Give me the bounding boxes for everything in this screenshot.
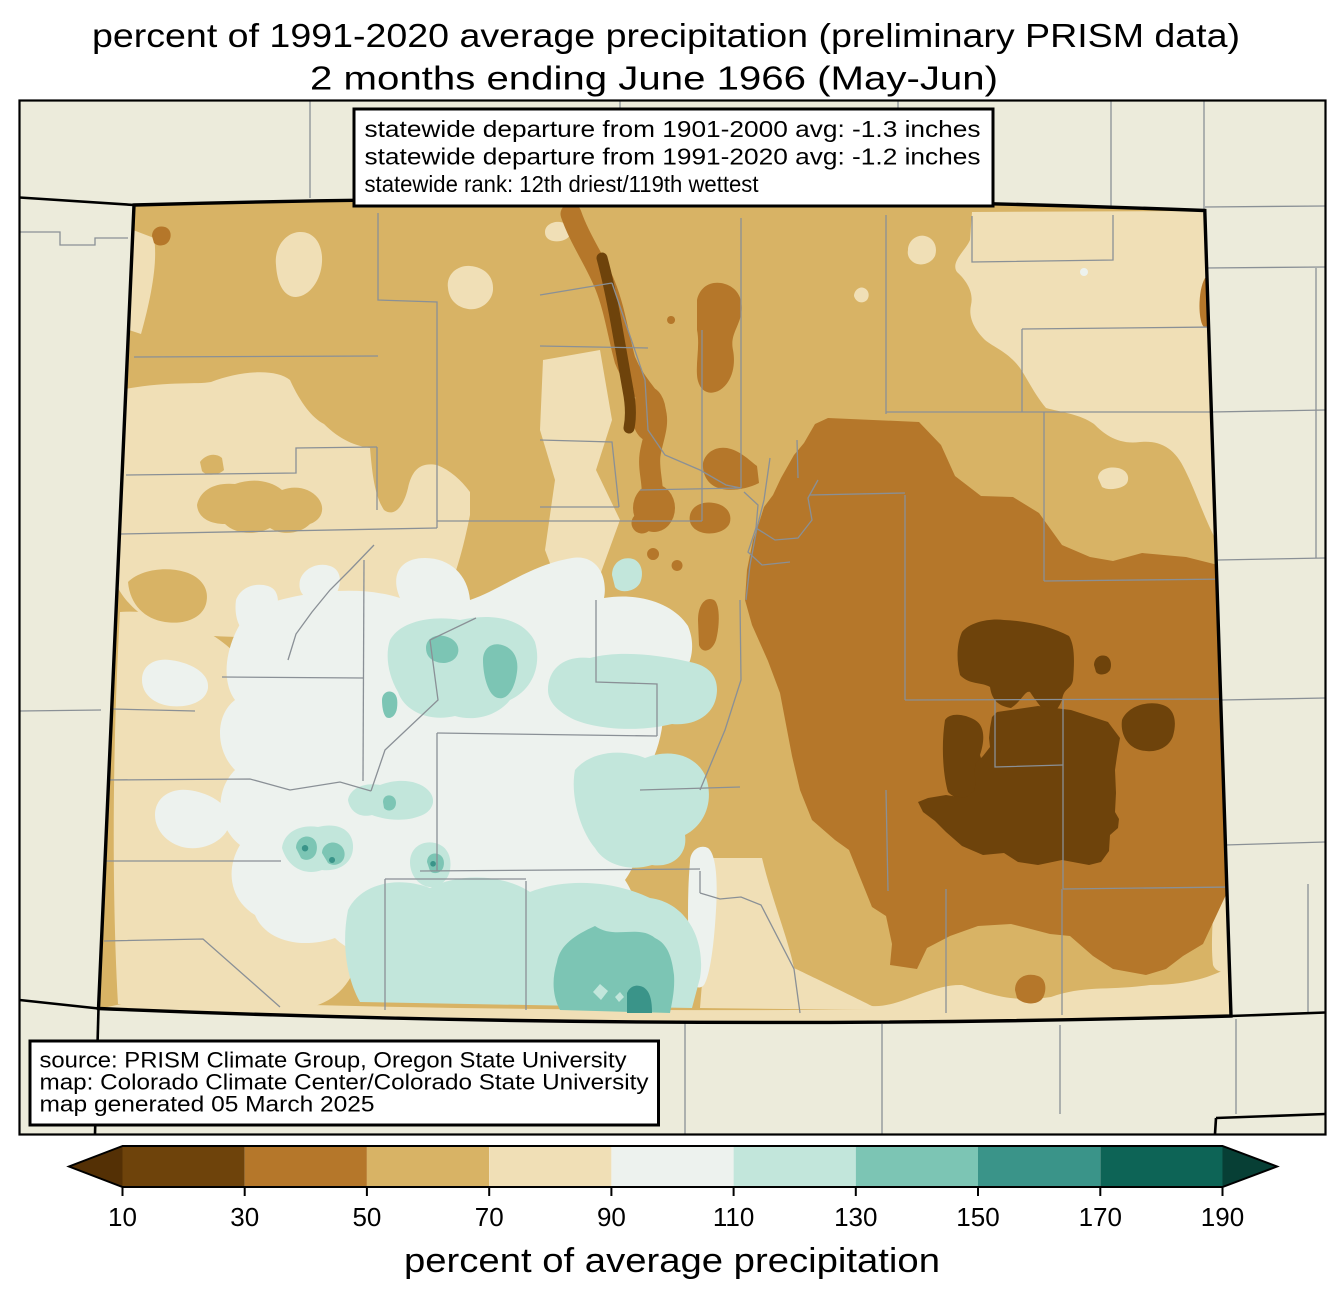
svg-text:map: Colorado Climate Center/C: map: Colorado Climate Center/Colorado St…: [40, 1070, 650, 1095]
svg-text:70: 70: [475, 1202, 504, 1232]
svg-text:170: 170: [1079, 1202, 1122, 1232]
svg-text:190: 190: [1201, 1202, 1244, 1232]
svg-text:10: 10: [108, 1202, 137, 1232]
svg-text:percent of 1991-2020 average p: percent of 1991-2020 average precipitati…: [92, 18, 1240, 55]
svg-text:map generated 05 March 2025: map generated 05 March 2025: [40, 1092, 375, 1117]
svg-text:source: PRISM Climate Group, O: source: PRISM Climate Group, Oregon Stat…: [40, 1048, 628, 1073]
svg-text:50: 50: [352, 1202, 381, 1232]
svg-text:2 months ending June 1966 (May: 2 months ending June 1966 (May-Jun): [310, 61, 998, 98]
svg-text:statewide rank: 12th driest/11: statewide rank: 12th driest/119th wettes…: [365, 171, 760, 197]
svg-text:percent of average precipitati: percent of average precipitation: [404, 1242, 940, 1280]
svg-text:110: 110: [713, 1202, 754, 1232]
svg-text:90: 90: [597, 1202, 626, 1232]
svg-text:130: 130: [834, 1202, 877, 1232]
svg-text:statewide departure from 1991-: statewide departure from 1991-2020 avg: …: [365, 144, 981, 170]
svg-text:30: 30: [230, 1202, 259, 1232]
svg-text:150: 150: [956, 1202, 999, 1232]
svg-text:statewide departure from 1901-: statewide departure from 1901-2000 avg: …: [365, 116, 981, 142]
